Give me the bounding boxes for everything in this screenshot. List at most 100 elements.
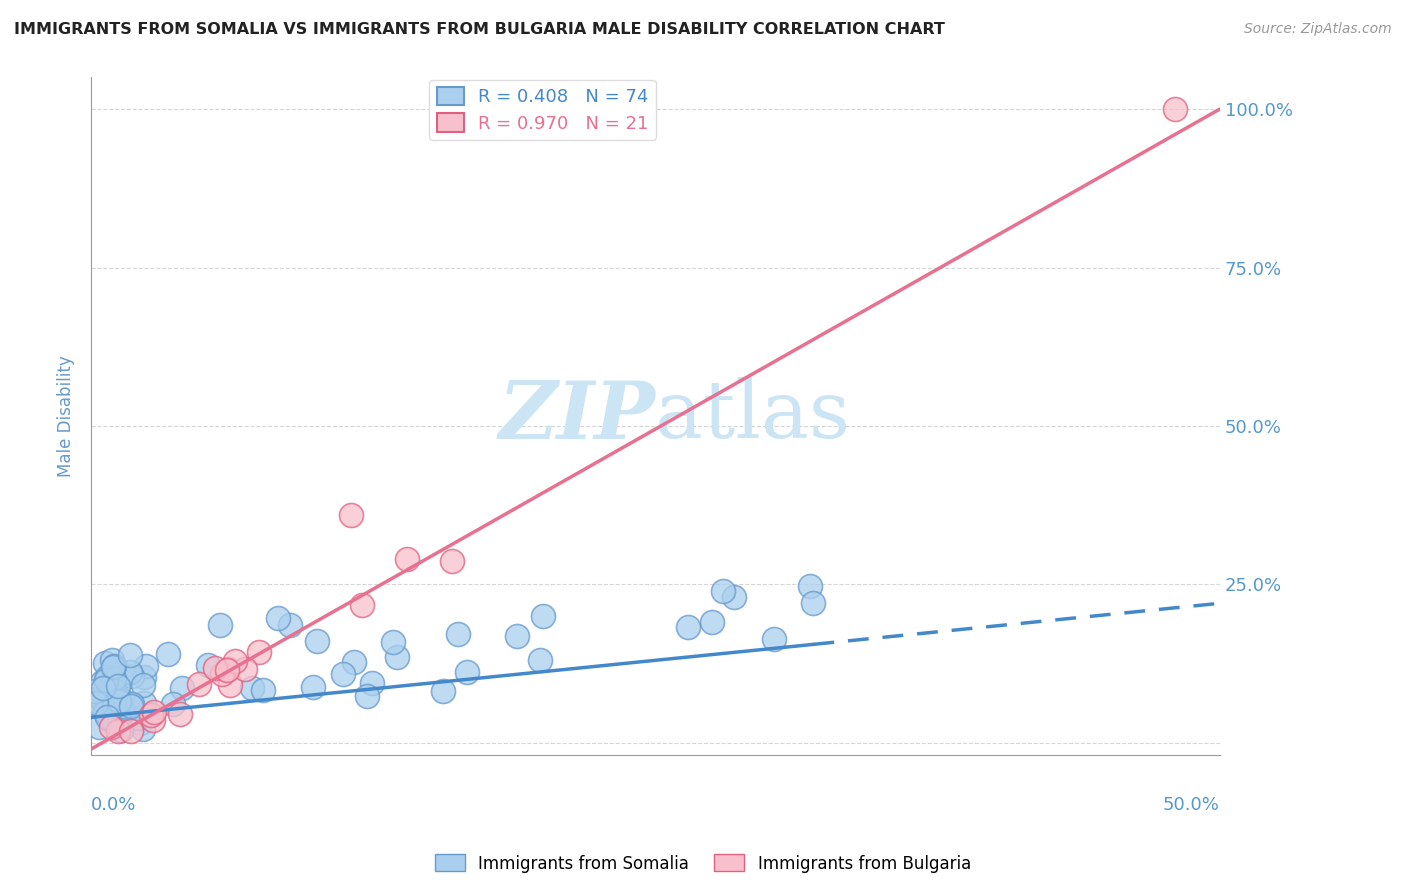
Point bbox=[101, 660, 124, 674]
Point bbox=[91, 681, 114, 695]
Point bbox=[98, 712, 121, 726]
Point bbox=[143, 706, 166, 720]
Point bbox=[121, 669, 143, 683]
Point bbox=[676, 620, 699, 634]
Point bbox=[103, 658, 125, 673]
Point bbox=[350, 598, 373, 612]
Point bbox=[531, 609, 554, 624]
Point bbox=[187, 676, 209, 690]
Point bbox=[799, 579, 821, 593]
Point bbox=[120, 724, 142, 739]
Point bbox=[432, 684, 454, 698]
Point bbox=[441, 554, 464, 568]
Point bbox=[332, 666, 354, 681]
Point bbox=[204, 661, 226, 675]
Point bbox=[127, 711, 149, 725]
Text: atlas: atlas bbox=[655, 377, 851, 456]
Point bbox=[763, 632, 786, 646]
Point bbox=[87, 720, 110, 734]
Point bbox=[162, 698, 184, 712]
Point bbox=[139, 707, 162, 722]
Legend: Immigrants from Somalia, Immigrants from Bulgaria: Immigrants from Somalia, Immigrants from… bbox=[429, 847, 977, 880]
Text: ZIP: ZIP bbox=[499, 377, 655, 455]
Point bbox=[233, 662, 256, 676]
Point bbox=[112, 668, 135, 682]
Point bbox=[100, 670, 122, 684]
Point bbox=[700, 615, 723, 630]
Point bbox=[90, 675, 112, 690]
Point bbox=[104, 681, 127, 695]
Point bbox=[128, 715, 150, 730]
Point bbox=[447, 627, 470, 641]
Point bbox=[252, 683, 274, 698]
Point bbox=[361, 676, 384, 690]
Point bbox=[96, 670, 118, 684]
Point bbox=[529, 653, 551, 667]
Point bbox=[103, 714, 125, 729]
Point bbox=[142, 713, 165, 727]
Point bbox=[132, 678, 155, 692]
Point bbox=[96, 710, 118, 724]
Point bbox=[381, 634, 404, 648]
Point bbox=[118, 648, 141, 662]
Point bbox=[121, 697, 143, 711]
Point bbox=[110, 723, 132, 737]
Point bbox=[100, 653, 122, 667]
Point bbox=[94, 705, 117, 719]
Point bbox=[356, 689, 378, 703]
Point bbox=[169, 706, 191, 721]
Text: Source: ZipAtlas.com: Source: ZipAtlas.com bbox=[1244, 22, 1392, 37]
Point bbox=[132, 722, 155, 736]
Point bbox=[103, 678, 125, 692]
Text: IMMIGRANTS FROM SOMALIA VS IMMIGRANTS FROM BULGARIA MALE DISABILITY CORRELATION : IMMIGRANTS FROM SOMALIA VS IMMIGRANTS FR… bbox=[14, 22, 945, 37]
Text: 50.0%: 50.0% bbox=[1163, 796, 1220, 814]
Point bbox=[94, 656, 117, 670]
Point bbox=[111, 692, 134, 706]
Point bbox=[103, 698, 125, 713]
Point bbox=[385, 650, 408, 665]
Point bbox=[108, 694, 131, 708]
Point bbox=[96, 673, 118, 687]
Point bbox=[83, 693, 105, 707]
Y-axis label: Male Disability: Male Disability bbox=[58, 356, 75, 477]
Point bbox=[135, 659, 157, 673]
Point bbox=[100, 720, 122, 734]
Point bbox=[89, 696, 111, 710]
Point bbox=[84, 684, 107, 698]
Point bbox=[278, 618, 301, 632]
Point bbox=[107, 711, 129, 725]
Point bbox=[803, 596, 825, 610]
Point bbox=[215, 663, 238, 677]
Point bbox=[266, 610, 288, 624]
Point bbox=[120, 698, 142, 713]
Point bbox=[249, 645, 271, 659]
Point bbox=[157, 648, 180, 662]
Point bbox=[132, 696, 155, 710]
Point bbox=[197, 658, 219, 673]
Point bbox=[723, 590, 745, 604]
Point bbox=[172, 681, 194, 695]
Point bbox=[103, 673, 125, 687]
Text: 0.0%: 0.0% bbox=[91, 796, 136, 814]
Point bbox=[711, 583, 734, 598]
Point bbox=[208, 618, 231, 632]
Point bbox=[111, 699, 134, 714]
Point bbox=[224, 654, 246, 668]
Point bbox=[217, 662, 239, 676]
Point bbox=[90, 692, 112, 706]
Point bbox=[211, 667, 233, 681]
Point bbox=[456, 665, 478, 679]
Point bbox=[506, 630, 529, 644]
Point bbox=[339, 508, 361, 522]
Point bbox=[107, 724, 129, 739]
Point bbox=[396, 552, 419, 566]
Point bbox=[107, 713, 129, 727]
Point bbox=[118, 665, 141, 679]
Point bbox=[134, 670, 156, 684]
Point bbox=[302, 680, 325, 694]
Point bbox=[107, 679, 129, 693]
Point bbox=[240, 681, 263, 695]
Point bbox=[1163, 102, 1185, 116]
Point bbox=[219, 678, 242, 692]
Point bbox=[343, 655, 366, 669]
